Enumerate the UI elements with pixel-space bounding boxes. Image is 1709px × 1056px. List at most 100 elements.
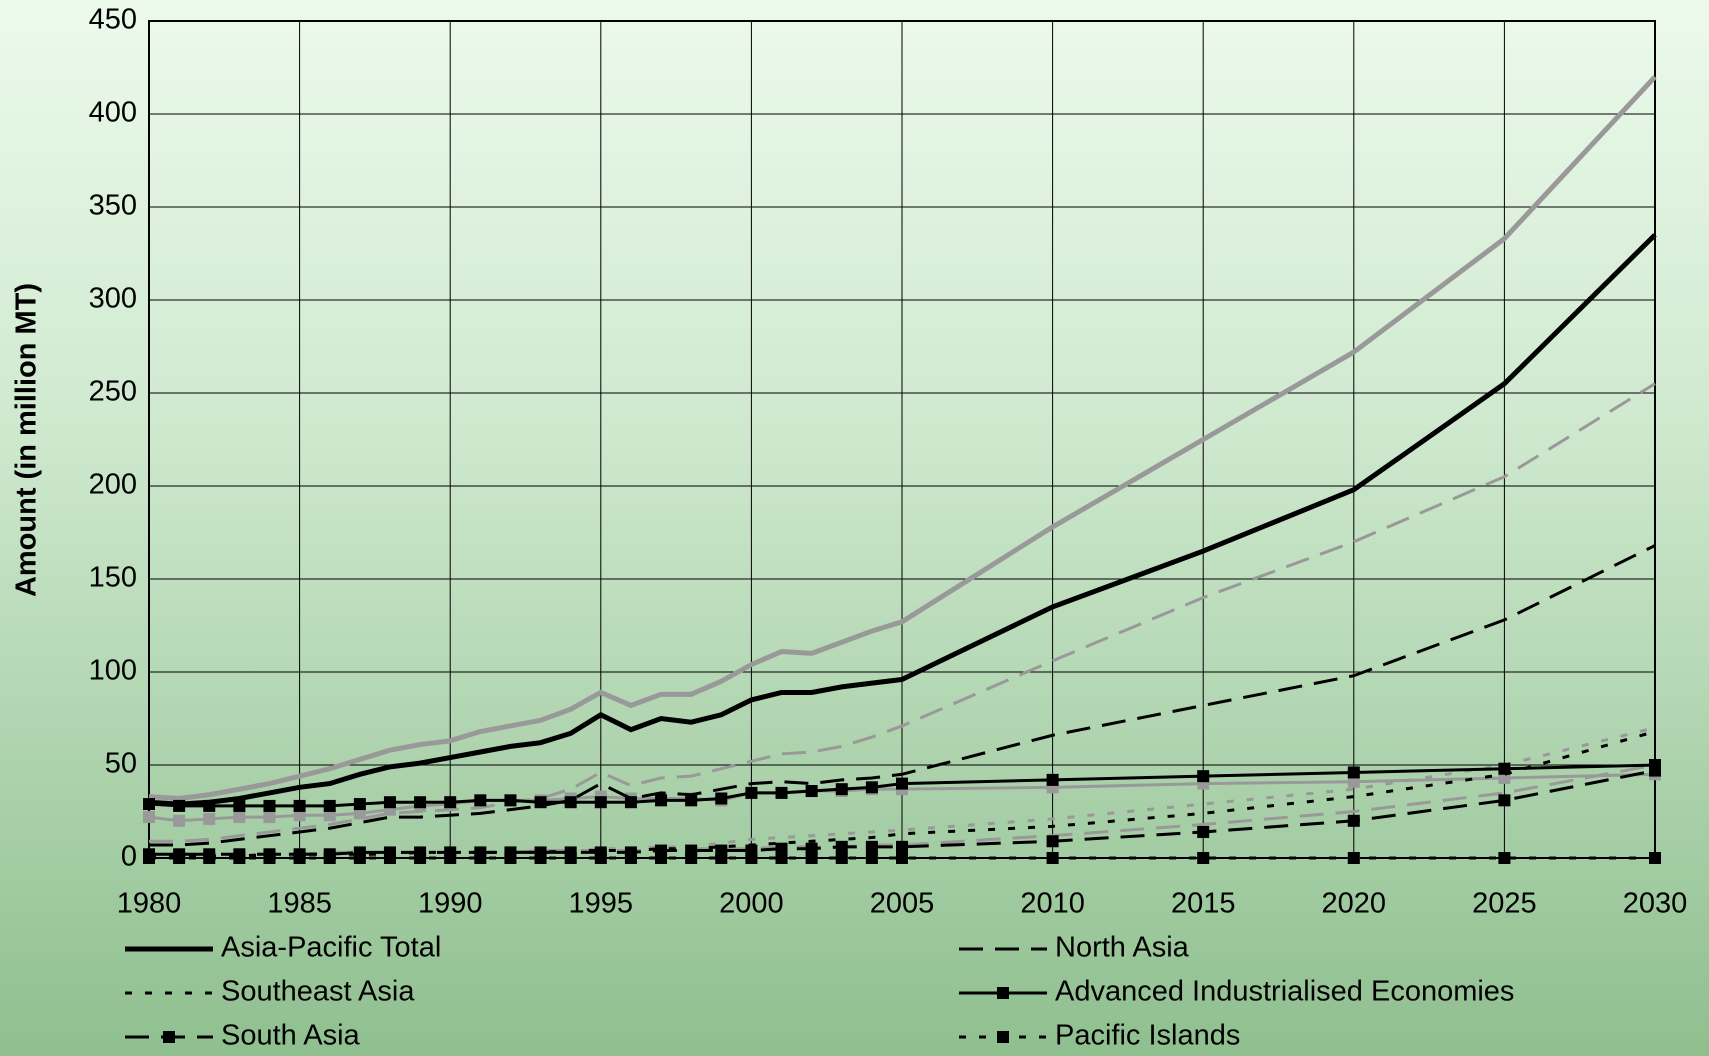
point-marker [745, 852, 758, 864]
x-tick-label: 2015 [1171, 888, 1236, 920]
y-tick-label: 400 [89, 97, 137, 129]
point-marker [203, 799, 216, 812]
x-tick-label: 1995 [569, 888, 634, 920]
legend-label: Asia-Pacific Total [221, 932, 441, 964]
point-marker [1498, 852, 1511, 864]
point-marker [323, 852, 336, 864]
point-marker [444, 796, 457, 809]
point-marker [835, 840, 848, 853]
point-marker [414, 796, 427, 809]
point-marker [534, 796, 547, 809]
y-tick-label: 300 [89, 283, 137, 315]
point-marker [323, 809, 336, 822]
x-tick-label: 2010 [1020, 888, 1085, 920]
point-marker [383, 852, 396, 864]
point-marker [775, 842, 788, 855]
y-tick-label: 50 [105, 748, 137, 780]
series-line [149, 544, 1656, 847]
point-marker [233, 852, 246, 864]
point-marker [504, 852, 517, 864]
point-marker [564, 852, 577, 864]
point-marker [594, 852, 607, 864]
y-tick-label: 450 [89, 4, 137, 36]
point-marker [293, 799, 306, 812]
point-marker [1498, 772, 1511, 785]
x-tick-label: 1990 [418, 888, 483, 920]
point-marker [715, 792, 728, 805]
point-marker [1046, 835, 1059, 848]
point-marker [1498, 762, 1511, 775]
point-marker [1649, 764, 1661, 777]
legend-label: Southeast Asia [221, 976, 415, 1008]
x-tick-label: 1980 [117, 888, 182, 920]
point-marker [685, 852, 698, 864]
point-marker [233, 811, 246, 824]
series-line [149, 382, 1656, 843]
legend-marker [163, 1031, 175, 1043]
point-marker [775, 786, 788, 799]
point-marker [564, 796, 577, 809]
point-marker [414, 852, 427, 864]
legend-marker [997, 987, 1009, 999]
point-marker [143, 852, 155, 864]
y-tick-label: 150 [89, 562, 137, 594]
point-marker [173, 852, 186, 864]
series-line [148, 75, 1657, 801]
legend-label: Advanced Industrialised Economies [1055, 976, 1514, 1008]
point-marker [624, 852, 637, 864]
y-axis-label: Amount (in million MT) [11, 283, 43, 597]
point-marker [263, 811, 276, 824]
point-marker [775, 852, 788, 864]
point-marker [203, 852, 216, 864]
point-marker [685, 794, 698, 807]
point-marker [805, 852, 818, 864]
point-marker [1498, 794, 1511, 807]
point-marker [1197, 852, 1210, 864]
point-marker [293, 809, 306, 822]
x-tick-label: 1985 [267, 888, 332, 920]
point-marker [896, 852, 908, 864]
x-tick-label: 2020 [1322, 888, 1387, 920]
point-marker [896, 777, 908, 790]
point-marker [1046, 852, 1059, 864]
point-marker [263, 799, 276, 812]
point-marker [353, 852, 366, 864]
y-tick-label: 100 [89, 655, 137, 687]
legend-label: South Asia [221, 1020, 361, 1052]
point-marker [865, 840, 878, 853]
point-marker [896, 840, 908, 853]
legend-marker [997, 1031, 1009, 1043]
point-marker [1197, 770, 1210, 783]
point-marker [655, 852, 668, 864]
point-marker [1046, 773, 1059, 786]
y-tick-label: 200 [89, 469, 137, 501]
point-marker [173, 814, 186, 827]
point-marker [1347, 775, 1360, 788]
point-marker [805, 842, 818, 855]
legend-label: Pacific Islands [1055, 1020, 1240, 1052]
point-marker [504, 794, 517, 807]
point-marker [323, 799, 336, 812]
point-marker [805, 785, 818, 798]
point-marker [173, 799, 186, 812]
point-marker [1347, 852, 1360, 864]
point-marker [835, 852, 848, 864]
point-marker [474, 852, 487, 864]
x-tick-label: 2005 [870, 888, 935, 920]
point-marker [594, 796, 607, 809]
point-marker [263, 852, 276, 864]
point-marker [655, 794, 668, 807]
point-marker [1347, 814, 1360, 827]
point-marker [1347, 766, 1360, 779]
point-marker [624, 796, 637, 809]
y-tick-label: 0 [121, 841, 137, 873]
point-marker [353, 807, 366, 820]
x-tick-label: 2025 [1472, 888, 1537, 920]
point-marker [143, 811, 155, 824]
point-marker [203, 812, 216, 825]
point-marker [474, 794, 487, 807]
point-marker [1197, 825, 1210, 838]
x-tick-label: 2030 [1623, 888, 1688, 920]
x-tick-label: 2000 [719, 888, 784, 920]
